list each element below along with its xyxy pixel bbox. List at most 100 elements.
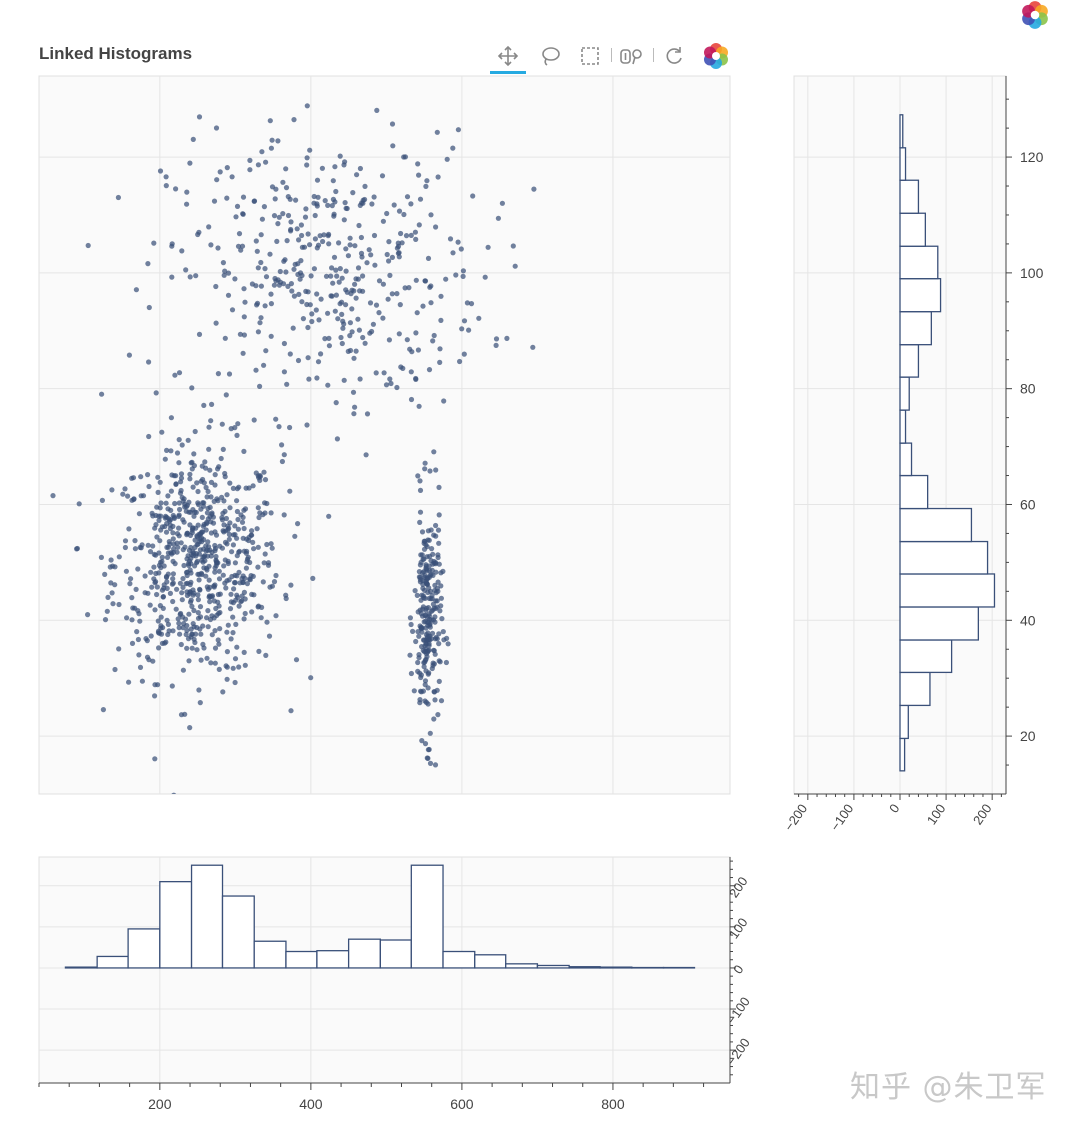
scatter-point xyxy=(343,246,349,252)
scatter-point xyxy=(230,485,236,491)
scatter-point xyxy=(200,546,207,552)
scatter-point xyxy=(189,645,195,651)
scatter-point xyxy=(232,532,238,538)
scatter-point xyxy=(240,350,246,356)
scatter-point xyxy=(443,659,449,666)
scatter-point xyxy=(408,369,414,375)
scatter-point xyxy=(133,287,139,293)
scatter-point xyxy=(512,263,518,269)
scatter-point xyxy=(311,266,317,272)
x-hist-bar xyxy=(316,950,350,969)
scatter-point xyxy=(224,165,230,171)
scatter-point xyxy=(450,145,456,151)
scatter-point xyxy=(417,697,423,703)
bokeh-logo-button[interactable] xyxy=(698,40,734,72)
y-histogram-plot[interactable]: 20 40 60 80 100 120 −200 −100 0 100 200 xyxy=(781,75,1044,834)
x-hist-bar xyxy=(568,966,601,969)
scatter-point xyxy=(413,330,419,336)
scatter-point xyxy=(330,280,336,286)
scatter-point xyxy=(364,260,370,266)
scatter-point xyxy=(222,539,229,546)
scatter-point xyxy=(184,189,190,195)
reset-button[interactable] xyxy=(656,40,692,72)
y-hist-bar xyxy=(899,442,913,477)
scatter-point xyxy=(291,117,297,123)
scatter-point xyxy=(341,217,347,223)
scatter-point xyxy=(203,573,209,579)
scatter-point xyxy=(241,286,247,292)
scatter-point xyxy=(179,442,185,448)
scatter-point xyxy=(425,671,431,677)
scatter-point xyxy=(432,762,439,768)
scatter-point xyxy=(248,573,254,579)
bokeh-corner-logo xyxy=(1020,0,1050,30)
scatter-point xyxy=(216,568,222,574)
scatter-point xyxy=(190,136,196,142)
scatter-point xyxy=(460,273,466,279)
scatter-point xyxy=(434,586,440,592)
scatter-point xyxy=(424,614,431,621)
scatter-point xyxy=(426,637,432,643)
x-hist-bar xyxy=(64,966,98,969)
x-hist-bar xyxy=(96,955,129,969)
scatter-point xyxy=(212,645,219,651)
scatter-point xyxy=(423,183,429,189)
scatter-point xyxy=(397,302,403,308)
scatter-point xyxy=(158,614,164,620)
scatter-point xyxy=(225,622,231,628)
scatter-point xyxy=(300,316,306,322)
scatter-point xyxy=(154,591,160,598)
scatter-point xyxy=(224,649,230,655)
scatter-point xyxy=(416,633,422,639)
scatter-point xyxy=(390,143,396,149)
scatter-point xyxy=(427,468,433,474)
scatter-point xyxy=(369,328,375,335)
hover-button[interactable] xyxy=(614,40,650,72)
main-scatter-plot[interactable] xyxy=(25,75,731,798)
box-select-button[interactable] xyxy=(572,40,608,72)
lasso-select-button[interactable] xyxy=(532,40,568,72)
scatter-point xyxy=(153,390,159,396)
scatter-point xyxy=(313,307,319,313)
scatter-point xyxy=(212,482,218,488)
scatter-point xyxy=(466,327,472,333)
scatter-point xyxy=(305,355,311,361)
scatter-point xyxy=(288,708,294,714)
scatter-point xyxy=(372,262,378,268)
scatter-point xyxy=(435,527,442,533)
scatter-point xyxy=(242,610,248,617)
scatter-point xyxy=(155,618,161,624)
scatter-point xyxy=(320,238,326,245)
scatter-point xyxy=(340,318,346,324)
scatter-point xyxy=(201,480,207,486)
scatter-point xyxy=(407,346,413,352)
scatter-point xyxy=(287,488,293,494)
scatter-point xyxy=(208,494,214,500)
pan-tool-button[interactable] xyxy=(490,40,526,74)
scatter-point xyxy=(249,528,255,534)
scatter-point xyxy=(421,637,427,643)
scatter-point xyxy=(146,433,152,440)
scatter-point xyxy=(262,477,269,483)
scatter-point xyxy=(457,358,463,365)
scatter-point xyxy=(253,238,259,244)
scatter-point xyxy=(152,607,158,613)
scatter-point xyxy=(369,201,375,207)
scatter-point xyxy=(408,670,414,677)
scatter-point xyxy=(433,522,439,529)
x-hist-bar xyxy=(599,966,633,969)
scatter-point xyxy=(126,352,132,358)
scatter-point xyxy=(258,259,264,266)
scatter-point xyxy=(204,655,210,661)
scatter-point xyxy=(126,526,132,532)
scatter-point xyxy=(176,370,183,376)
scatter-point xyxy=(181,621,187,627)
scatter-point xyxy=(215,637,221,643)
scatter-point xyxy=(198,631,204,637)
scatter-point xyxy=(180,584,186,591)
scatter-point xyxy=(311,193,317,200)
scatter-point xyxy=(230,614,236,620)
scatter-point xyxy=(224,664,230,670)
